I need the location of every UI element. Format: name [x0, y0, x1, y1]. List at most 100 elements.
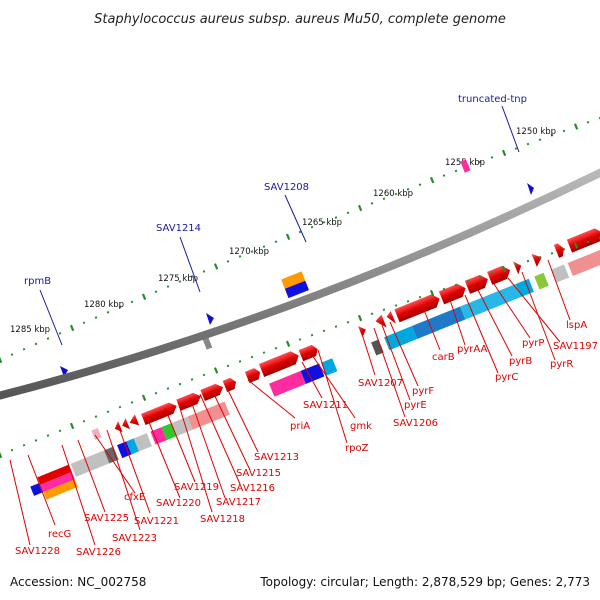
gene-arrow[interactable]: [394, 292, 442, 323]
gene-label[interactable]: cfxE: [124, 492, 145, 503]
tick-mark: [69, 422, 75, 430]
gene-block[interactable]: [126, 438, 139, 455]
gene-feature[interactable]: [284, 280, 309, 299]
gene-label[interactable]: SAV1206: [393, 418, 438, 429]
gene-arrow[interactable]: [374, 314, 387, 331]
tick-dot: [58, 331, 62, 335]
gene-label[interactable]: SAV1211: [303, 400, 348, 411]
gene-arrow[interactable]: [258, 349, 301, 378]
tick-dot: [226, 260, 230, 263]
gene-arrow[interactable]: [487, 264, 513, 285]
kbp-label: 1265 kbp: [302, 218, 342, 228]
gene-block[interactable]: [384, 325, 418, 351]
kbp-label: 1285 kbp: [10, 325, 50, 335]
gene-block[interactable]: [411, 306, 466, 339]
gene-label[interactable]: pyrP: [522, 338, 544, 349]
gene-label[interactable]: pyrR: [550, 359, 573, 370]
tick-dot: [262, 351, 266, 354]
gene-block[interactable]: [567, 240, 600, 277]
gene-arrow[interactable]: [531, 251, 545, 267]
gene-block[interactable]: [133, 433, 152, 452]
tick-dot: [406, 188, 410, 191]
gene-arrow[interactable]: [298, 343, 320, 362]
tick-mark: [141, 394, 147, 401]
gene-block[interactable]: [117, 441, 132, 459]
gene-label[interactable]: truncated-tnp: [458, 94, 527, 105]
gene-block[interactable]: [300, 363, 325, 384]
gene-label[interactable]: SAV1217: [216, 497, 261, 508]
top-strand-genes: [114, 226, 600, 433]
gene-label[interactable]: SAV1218: [200, 514, 245, 525]
tick-mark: [0, 356, 3, 364]
gene-arrow[interactable]: [200, 382, 225, 401]
gene-label[interactable]: SAV1208: [264, 182, 309, 193]
gene-feature[interactable]: [460, 159, 471, 173]
tick-dot: [586, 240, 590, 244]
gene-label[interactable]: gmk: [350, 421, 372, 432]
tick-dot: [370, 202, 374, 205]
tick-dot: [442, 287, 446, 291]
gene-block[interactable]: [269, 370, 306, 397]
gene-block[interactable]: [150, 427, 167, 445]
gene-arrow[interactable]: [566, 226, 600, 253]
tick-dot: [454, 283, 458, 287]
gene-label[interactable]: SAV1197: [553, 341, 598, 352]
gene-label[interactable]: pyrF: [412, 386, 434, 397]
tick-mark: [429, 176, 435, 184]
tick-dot: [22, 347, 26, 351]
gene-label[interactable]: pyrAA: [457, 344, 487, 355]
gene-arrow[interactable]: [553, 242, 567, 258]
gene-label[interactable]: SAV1221: [134, 516, 179, 527]
gene-arrow[interactable]: [141, 400, 179, 425]
gene-label[interactable]: carB: [432, 352, 455, 363]
gene-arrow[interactable]: [438, 282, 468, 305]
gene-block[interactable]: [550, 264, 570, 283]
gene-block[interactable]: [40, 472, 75, 493]
gene-arrow[interactable]: [127, 414, 140, 428]
gene-label[interactable]: SAV1214: [156, 223, 201, 234]
gene-label[interactable]: pyrE: [404, 400, 427, 411]
gene-label[interactable]: SAV1207: [358, 378, 403, 389]
gene-block[interactable]: [371, 339, 384, 356]
gene-label[interactable]: pyrB: [509, 356, 532, 367]
tick-dot: [514, 147, 518, 150]
gene-feature[interactable]: [91, 427, 102, 440]
gene-arrow[interactable]: [358, 324, 368, 338]
gene-feature[interactable]: [281, 271, 306, 289]
gene-label[interactable]: SAV1228: [15, 546, 60, 557]
gene-label[interactable]: SAV1213: [254, 452, 299, 463]
gene-label[interactable]: pyrC: [495, 372, 518, 383]
gene-label[interactable]: SAV1226: [76, 547, 121, 558]
gene-block[interactable]: [104, 446, 119, 464]
gene-block[interactable]: [534, 272, 549, 290]
tick-dot: [514, 263, 518, 267]
gene-label[interactable]: rpmB: [24, 276, 51, 287]
gene-block[interactable]: [70, 450, 110, 477]
gene-label[interactable]: rpoZ: [345, 443, 369, 454]
gene-label[interactable]: SAV1225: [84, 513, 129, 524]
gene-label[interactable]: SAV1223: [112, 533, 157, 544]
gene-label[interactable]: SAV1215: [236, 468, 281, 479]
tick-dot: [82, 321, 86, 325]
gene-label[interactable]: priA: [290, 421, 310, 432]
gene-label[interactable]: SAV1219: [174, 482, 219, 493]
gene-arrow[interactable]: [176, 391, 203, 411]
gene-label[interactable]: SAV1220: [156, 498, 201, 509]
tick-dot: [346, 211, 350, 215]
gene-block[interactable]: [43, 479, 78, 500]
gene-block[interactable]: [37, 464, 72, 485]
gene-arrow[interactable]: [464, 273, 491, 294]
tick-dot: [118, 305, 122, 309]
gene-arrow[interactable]: [385, 310, 396, 326]
tick-mark: [501, 265, 507, 273]
gene-block[interactable]: [187, 401, 230, 430]
tick-dot: [118, 405, 122, 409]
gene-block[interactable]: [460, 284, 521, 320]
gene-arrow[interactable]: [244, 367, 262, 383]
gene-label[interactable]: SAV1216: [230, 483, 275, 494]
tick-dot: [322, 329, 326, 333]
gene-label[interactable]: lspA: [566, 320, 587, 331]
gene-label[interactable]: recG: [48, 529, 71, 540]
gene-arrow[interactable]: [222, 376, 239, 392]
gene-arrow[interactable]: [120, 417, 130, 431]
